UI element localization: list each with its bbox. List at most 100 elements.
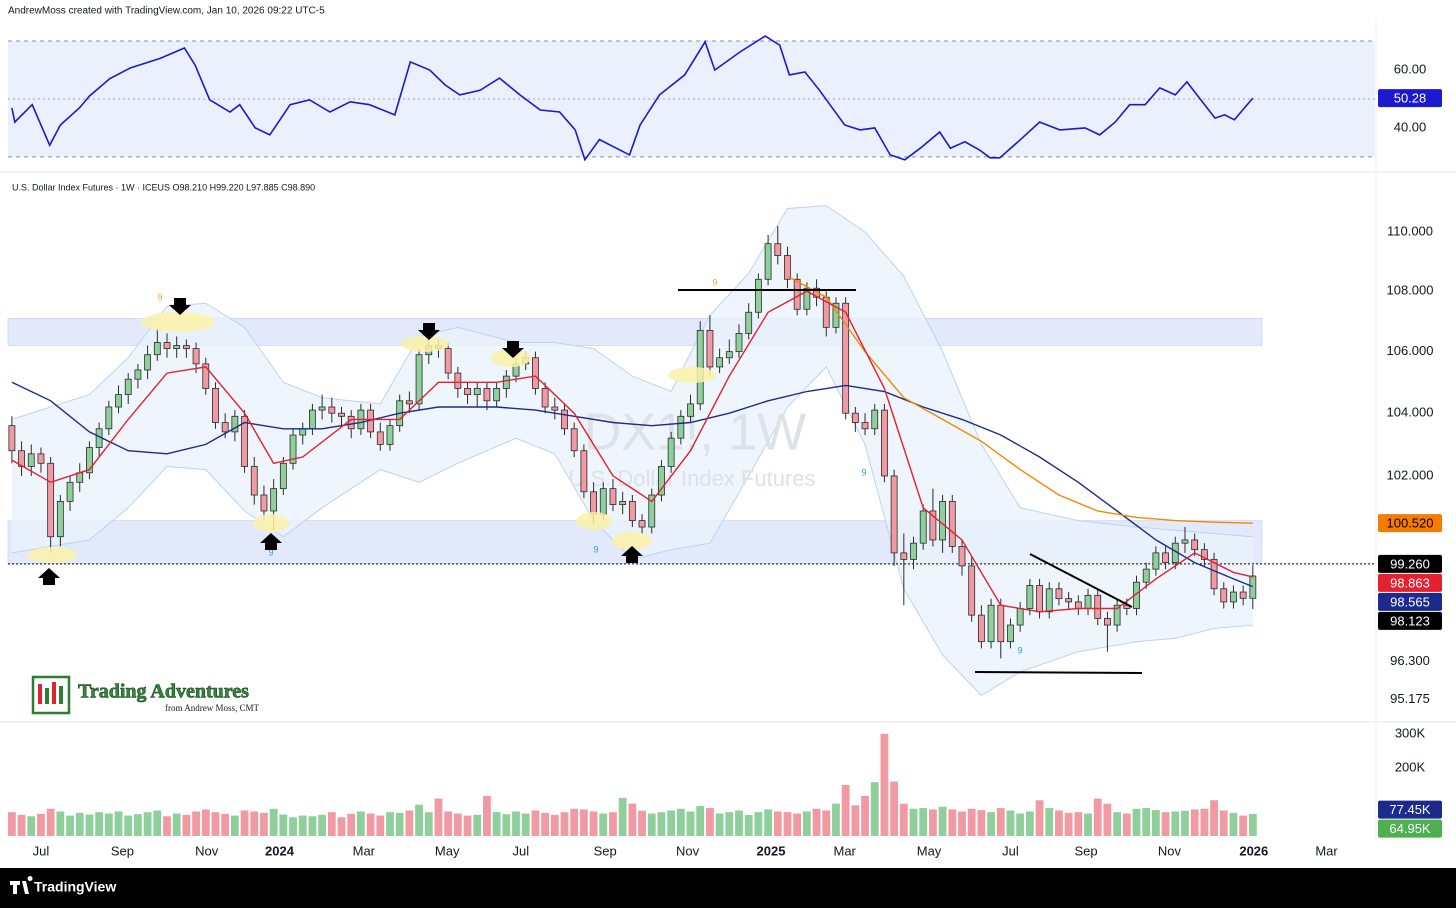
candle-body [696, 329, 704, 405]
logo-title: Trading Adventures [78, 681, 249, 703]
price-badge [1378, 819, 1442, 838]
time-tick-label: May [917, 843, 942, 858]
candle-body [1191, 539, 1199, 551]
candle-body [1045, 588, 1053, 613]
candle-body [677, 415, 685, 439]
candle-body [18, 450, 25, 467]
volume-bar [1103, 803, 1112, 836]
volume-bar [987, 812, 995, 836]
volume-bar [114, 811, 123, 836]
volume-bar [240, 810, 249, 836]
watermark-symbol: DX1!, 1W [584, 404, 807, 462]
price-badge [1378, 573, 1442, 592]
volume-bar [909, 808, 918, 836]
volume-bar [1093, 798, 1102, 836]
volume-bar [337, 817, 346, 836]
candle-body [1230, 591, 1237, 603]
rsi-badge [1378, 89, 1442, 108]
candle-body [115, 394, 122, 408]
sequential-count: 9 [157, 292, 162, 302]
price-tick-label: 102.000 [1387, 467, 1434, 482]
volume-bar [696, 806, 705, 836]
volume-bar [463, 815, 472, 836]
footer-bar [0, 868, 1456, 908]
volume-bar [347, 813, 356, 836]
volume-bar [85, 814, 94, 836]
candle-body [590, 491, 597, 515]
candle-body [774, 243, 782, 256]
credit: AndrewMoss created with TradingView.com,… [8, 6, 325, 17]
volume-bar [104, 813, 113, 836]
candle-body [551, 406, 559, 411]
candle-body [299, 428, 307, 436]
candle-body [1016, 608, 1024, 626]
volume-bar [1113, 812, 1122, 836]
volume-bar [715, 813, 724, 836]
candle-body [619, 500, 627, 505]
rsi-line [11, 35, 1254, 162]
price-tick-label: 96.300 [1390, 653, 1430, 668]
candle-body [47, 462, 55, 538]
candle-body [1113, 604, 1121, 626]
volume-bar [764, 809, 772, 836]
candle-body [270, 488, 278, 512]
candle-body [735, 333, 743, 353]
volume-bar [308, 816, 317, 836]
volume-bar [880, 733, 889, 836]
volume-bar [754, 812, 763, 836]
candle-body [376, 431, 384, 445]
candle-body [900, 552, 908, 560]
candle-body [580, 450, 588, 493]
candle-body [784, 255, 791, 280]
candle-body [561, 409, 568, 430]
volume-bar [444, 811, 453, 836]
volume-bar [327, 812, 336, 836]
candle-body [997, 604, 1005, 643]
candle-body [182, 345, 190, 349]
candle-body [279, 462, 287, 490]
price-badge [1378, 800, 1442, 819]
candle-body [405, 400, 413, 405]
candle-body [134, 369, 142, 380]
candle-body [977, 614, 985, 643]
volume-bar [7, 812, 16, 836]
candle-body [754, 278, 762, 313]
volume-bar [647, 813, 656, 836]
volume-bar [570, 808, 579, 836]
candle-body [338, 412, 345, 417]
volume-bar [1132, 808, 1141, 836]
time-tick-label: Mar [353, 843, 376, 858]
volume-bar [793, 813, 802, 836]
volume-bar [1161, 812, 1170, 836]
volume-bar [802, 811, 811, 836]
volume-bar [618, 797, 627, 836]
volume-bar [1025, 811, 1034, 836]
candle-body [1210, 558, 1218, 590]
volume-bar [676, 808, 685, 836]
volume-bar [1064, 812, 1073, 836]
volume-bar [832, 803, 840, 836]
time-tick-label: 2025 [757, 843, 786, 858]
volume-bar [192, 811, 200, 836]
candle-body [1142, 568, 1150, 583]
time-tick-label: 2024 [265, 843, 295, 858]
volume-bar [211, 812, 220, 836]
volume-bar [725, 812, 734, 836]
sequential-count: 9 [1017, 645, 1022, 655]
price-tick-label: 104.000 [1387, 405, 1434, 420]
candle-body [851, 412, 859, 423]
volume-bar [27, 816, 36, 836]
price-badge [1378, 592, 1442, 611]
candle-body [124, 378, 132, 396]
volume-bar [17, 814, 26, 836]
price-badge-label: 99.260 [1390, 556, 1430, 571]
moving-average [11, 290, 1253, 613]
volume-bar [1035, 800, 1044, 836]
volume-bar [812, 808, 821, 836]
time-tick-label: May [435, 843, 460, 858]
candle-body [76, 472, 84, 483]
volume-bar [1122, 813, 1131, 836]
volume-bar [890, 781, 899, 836]
candle-body [532, 357, 539, 389]
candle-body [1084, 594, 1092, 609]
